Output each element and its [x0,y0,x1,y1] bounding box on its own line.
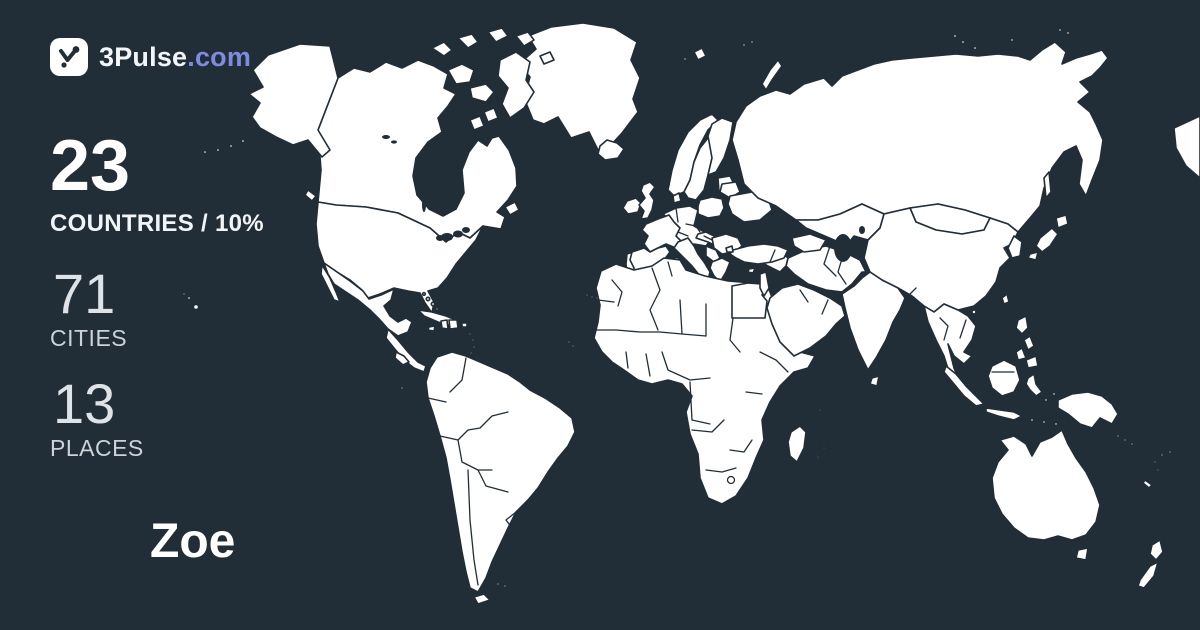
canada-arctic-islands [304,27,555,216]
new-zealand-north [1149,539,1164,561]
country-china [863,207,1019,313]
island-tasmania [1075,547,1089,561]
country-mexico [323,262,413,337]
brand-name-main: 3Pulse [99,41,188,72]
africa-mainland [593,257,816,505]
south-america-islands [399,385,508,589]
east-asia-islands [971,171,1069,315]
countries-label: COUNTRIES / 10% [50,210,264,237]
country-lesotho [726,475,736,485]
black-sea [749,224,783,240]
atlantic-islands [566,292,826,459]
places-count: 13 [53,372,116,435]
baja-california [320,264,341,303]
levant [759,271,770,297]
country-sri-lanka [869,375,880,387]
indonesia [943,359,1059,427]
country-dominican-republic [448,319,459,330]
island-honshu [1035,227,1059,253]
country-greenland [518,22,641,151]
places-label: PLACES [50,435,144,461]
asia-borders [769,245,1015,373]
country-australia [991,429,1101,541]
country-russia [731,41,1109,233]
africa-borders [595,261,789,473]
brand-logo[interactable]: 3Pulse.com [50,38,251,76]
continent-europe [597,39,783,293]
stats-overlay: 3Pulse.com 23 COUNTRIES / 10% 71 CITIES … [0,0,330,630]
central-america [385,328,427,373]
continent-north-america [181,22,641,373]
new-caledonia [1142,479,1153,489]
country-greece [709,257,731,283]
island-java [985,407,1023,421]
caucasus [791,233,827,253]
continent-oceania [991,429,1173,589]
country-united-kingdom [638,181,656,220]
island-sulawesi [1025,373,1043,397]
new-zealand-south [1137,561,1159,589]
island-hainan [971,309,977,315]
country-poland [697,196,725,219]
country-finland [707,117,734,176]
philippines [1015,315,1039,369]
great-lakes [382,135,470,241]
country-puerto-rico [461,322,468,328]
tierra-del-fuego [473,593,491,605]
country-costa-rica [394,351,410,366]
island-borneo [987,359,1021,397]
aral-sea [859,226,865,234]
indochina [923,303,977,393]
brand-name: 3Pulse.com [99,42,251,73]
island-hokkaido [1055,214,1069,229]
country-denmark [672,192,682,204]
continent-south-america [399,351,576,605]
continent-asia [725,27,1200,429]
continent-africa [566,257,826,505]
cities-count: 71 [53,262,116,325]
caspian-sea [834,234,852,262]
pacific-islands [1115,433,1173,489]
country-ireland [622,197,642,215]
country-iceland [597,139,625,161]
south-america-borders [427,357,517,586]
hawaii-islands [181,291,200,311]
island-kyushu [1027,251,1039,261]
south-america-mainland [425,351,576,593]
bering-land-edge [1173,115,1200,179]
countries-count: 23 [50,126,131,206]
island-sumatra [943,365,985,407]
brand-logo-badge [50,38,88,76]
korea-peninsula [1007,235,1023,259]
pulse-check-icon [59,46,80,68]
island-taiwan [1001,293,1010,305]
arctic-islands-asia [952,27,1071,51]
turkey-thrace [725,245,734,253]
country-india [841,271,906,371]
region-alaska [248,43,339,158]
country-haiti [440,319,449,330]
country-jamaica [427,325,436,332]
asia-inland-seas [749,224,865,262]
brand-name-tld: .com [187,41,252,72]
arabian-peninsula [766,283,846,357]
country-turkey [729,243,789,265]
country-madagascar [787,425,807,463]
country-egypt [731,282,768,319]
europe-borders [675,207,713,241]
island-sakhalin [1043,171,1052,199]
island-new-guinea [1057,391,1119,429]
cities-label: CITIES [50,325,128,351]
user-name: Zoe [150,515,236,568]
aleutian-islands [202,138,246,155]
arctic-islands-europe [682,39,783,91]
country-bahamas [421,291,440,312]
country-cyprus [747,267,756,274]
